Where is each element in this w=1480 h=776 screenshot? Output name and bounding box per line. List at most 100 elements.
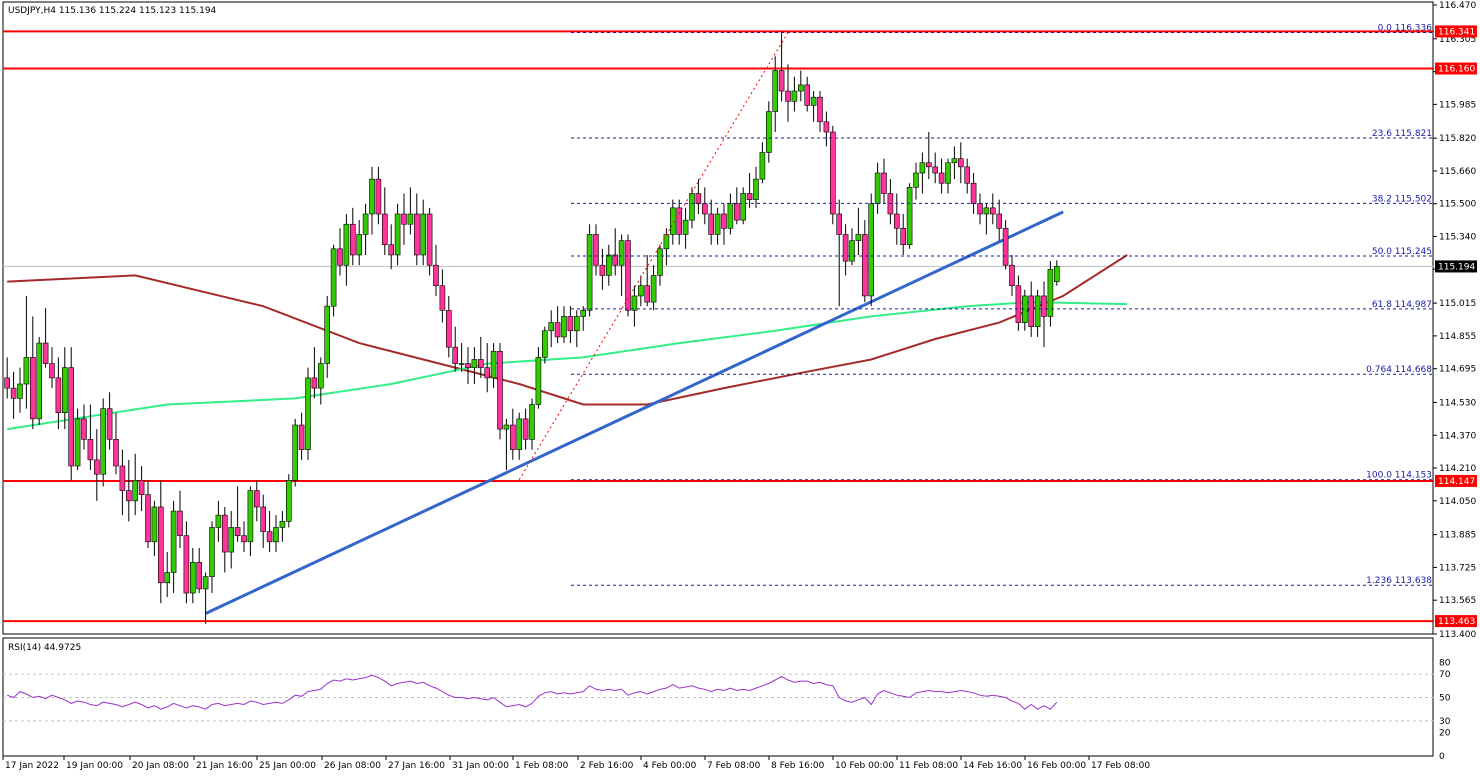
candle — [10, 371, 17, 419]
candle-body — [106, 408, 113, 440]
candle-body — [721, 213, 727, 229]
slow-moving-average-line — [7, 254, 1128, 406]
candle-body — [362, 213, 369, 235]
candle-body — [996, 213, 1003, 229]
candle-body — [490, 350, 497, 379]
candle — [605, 244, 612, 286]
candle-body — [868, 203, 875, 297]
candle — [68, 347, 74, 481]
candle — [394, 203, 401, 266]
rsi-tick-label: 0 — [1439, 752, 1445, 762]
candle-body — [516, 418, 523, 450]
candle — [561, 306, 567, 344]
candle-body — [938, 172, 945, 184]
candle — [330, 244, 337, 317]
rsi-tick-label: 30 — [1439, 717, 1451, 727]
candle — [740, 187, 747, 225]
price-tick-label: 116.470 — [1439, 1, 1476, 11]
candle — [964, 158, 971, 194]
price-tick-label: 115.820 — [1439, 134, 1476, 144]
candle — [765, 101, 772, 163]
candle — [516, 412, 523, 460]
candle — [785, 64, 791, 122]
candle-body — [17, 383, 23, 399]
candle-body — [842, 234, 849, 262]
candle-body — [964, 166, 971, 184]
candle-body — [586, 234, 593, 311]
candle — [714, 207, 721, 245]
levels-layer — [3, 30, 1434, 623]
candle — [433, 244, 439, 296]
candle-body — [612, 254, 619, 266]
fib-level-label: 38.2 115.502 — [1372, 194, 1432, 204]
fibonacci-layer: 0.0 116.336 23.6 115.821 38.2 115.502 50.0 … — [518, 23, 1434, 586]
candle-body — [759, 152, 766, 180]
candle — [900, 213, 907, 255]
candle-body — [413, 213, 420, 256]
candle — [74, 408, 81, 471]
candle-body — [778, 70, 785, 92]
candle-body — [682, 219, 689, 235]
price-tick-label: 116.305 — [1439, 35, 1476, 45]
candle-body — [599, 264, 606, 276]
candle-body — [119, 465, 126, 491]
time-tick-label: 7 Feb 08:00 — [707, 761, 761, 771]
candle-body — [951, 158, 958, 164]
candle-body — [605, 254, 612, 276]
time-tick-label: 11 Feb 08:00 — [899, 761, 958, 771]
time-tick-label: 21 Jan 16:00 — [196, 761, 253, 771]
candle-body — [215, 514, 222, 528]
candle-body — [855, 234, 862, 241]
candle — [337, 228, 343, 276]
candle-body — [260, 506, 267, 532]
level-price-badge: 114.147 — [1438, 477, 1475, 487]
candle-body — [87, 439, 94, 461]
candle — [669, 199, 676, 245]
candle — [733, 187, 740, 225]
candle — [759, 142, 766, 184]
price-tick-label: 114.530 — [1439, 398, 1476, 408]
candle — [548, 310, 555, 348]
candle-body — [407, 213, 414, 225]
candle — [804, 76, 811, 112]
candle-body — [158, 506, 164, 584]
candle-body — [625, 240, 631, 311]
candle-body — [81, 418, 87, 440]
candle-body — [375, 178, 382, 215]
candle-body — [337, 248, 343, 266]
candle — [317, 357, 324, 405]
candle — [343, 213, 350, 286]
candle — [1002, 220, 1009, 270]
candle — [535, 347, 542, 409]
candle-body — [797, 84, 804, 92]
candle — [989, 193, 996, 225]
candle — [381, 187, 388, 255]
candle-body — [222, 514, 228, 553]
candle-body — [810, 96, 817, 106]
candle-body — [637, 285, 644, 297]
candle — [490, 343, 497, 389]
candle-body — [145, 494, 151, 543]
candle-body — [689, 193, 695, 221]
candle-body — [753, 178, 759, 200]
candle — [612, 228, 619, 276]
candle-body — [893, 213, 900, 229]
candle-body — [791, 90, 798, 102]
level-price-badge: 116.341 — [1438, 27, 1475, 37]
candle-body — [970, 182, 977, 205]
candle-body — [874, 172, 881, 205]
candles-layer — [4, 31, 1060, 624]
candle — [1009, 254, 1015, 296]
candle-body — [1054, 266, 1060, 282]
candle-body — [183, 535, 190, 594]
time-tick-label: 4 Feb 00:00 — [643, 761, 697, 771]
candle-body — [695, 193, 702, 205]
candle — [439, 269, 446, 323]
rsi-tick-label: 20 — [1439, 729, 1451, 739]
candle — [254, 480, 260, 522]
candle-body — [381, 213, 388, 246]
rsi-line — [7, 674, 1058, 710]
candle-body — [433, 264, 439, 286]
candle — [906, 183, 913, 249]
candle-body — [23, 357, 30, 385]
